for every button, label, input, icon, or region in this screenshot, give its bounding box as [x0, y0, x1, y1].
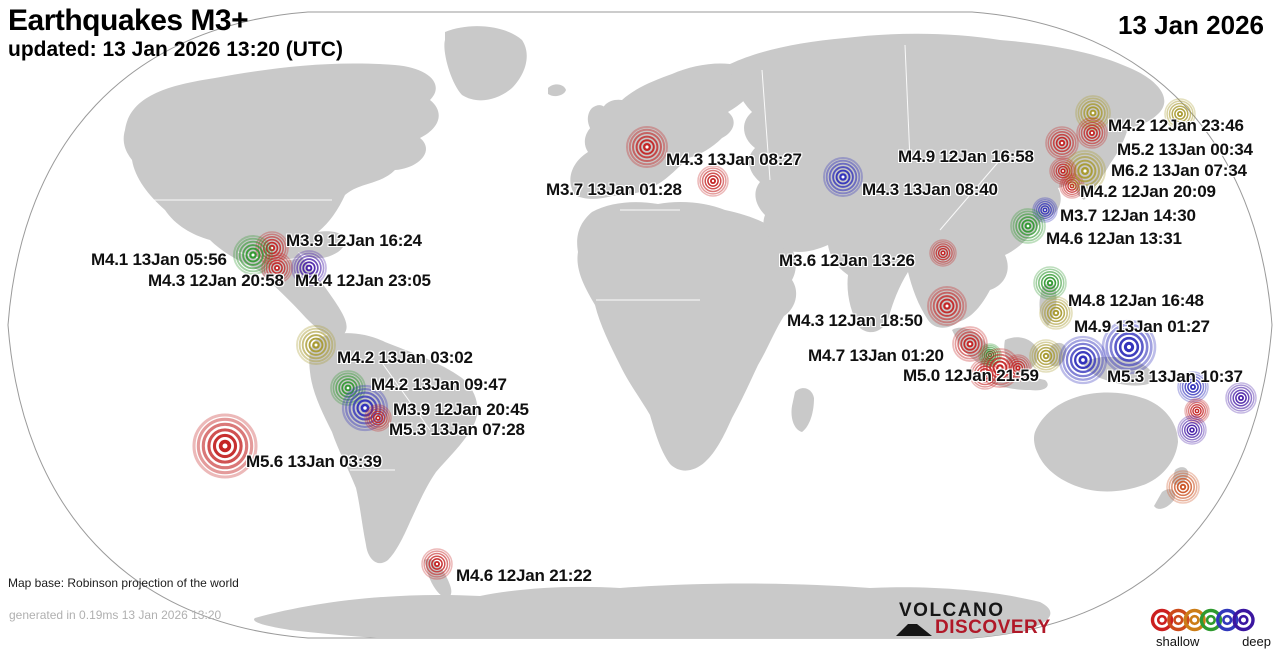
quake-marker[interactable]	[330, 370, 366, 406]
quake-marker[interactable]	[1029, 339, 1063, 373]
quake-marker[interactable]	[1045, 126, 1079, 160]
quake-marker[interactable]	[1101, 319, 1157, 375]
quake-marker[interactable]	[192, 413, 258, 479]
quake-marker[interactable]	[1184, 398, 1210, 424]
quake-marker[interactable]	[1033, 266, 1067, 300]
quake-marker[interactable]	[1010, 208, 1046, 244]
quake-marker[interactable]	[1225, 382, 1257, 414]
quake-marker[interactable]	[1004, 354, 1032, 382]
quake-marker[interactable]	[261, 252, 293, 284]
volcano-discovery-logo[interactable]: VOLCANO DISCOVERY	[895, 601, 1051, 637]
quake-marker[interactable]	[823, 157, 863, 197]
quake-marker[interactable]	[626, 126, 668, 168]
quake-marker[interactable]	[341, 384, 389, 432]
quake-marker[interactable]	[927, 286, 967, 326]
logo-discovery-text: DISCOVERY	[935, 617, 1051, 638]
depth-legend-circles	[1150, 608, 1255, 632]
quake-marker[interactable]	[1039, 296, 1073, 330]
quake-marker[interactable]	[296, 325, 336, 365]
quake-marker[interactable]	[1076, 117, 1108, 149]
quake-marker[interactable]	[364, 404, 392, 432]
map-date: 13 Jan 2026	[1117, 10, 1264, 40]
quake-marker[interactable]	[1058, 335, 1108, 385]
quake-marker[interactable]	[697, 165, 729, 197]
quake-marker[interactable]	[1032, 197, 1058, 223]
map-base-note: Map base: Robinson projection of the wor…	[8, 576, 239, 590]
quake-markers-layer	[192, 95, 1257, 580]
quake-marker[interactable]	[421, 548, 453, 580]
depth-legend: shallow deep	[1150, 604, 1275, 649]
logo-volcano-text: VOLCANO	[899, 600, 1005, 621]
quake-marker[interactable]	[929, 239, 957, 267]
quake-marker[interactable]	[1177, 415, 1207, 445]
quake-marker[interactable]	[1164, 98, 1196, 130]
quake-marker[interactable]	[980, 348, 1020, 388]
quake-marker[interactable]	[1064, 150, 1106, 192]
quake-marker[interactable]	[1177, 371, 1209, 403]
legend-shallow-label: shallow	[1156, 634, 1200, 649]
legend-deep-label: deep	[1242, 634, 1271, 649]
quake-marker[interactable]	[233, 235, 273, 275]
quake-marker[interactable]	[291, 250, 327, 286]
updated-timestamp: updated: 13 Jan 2026 13:20 (UTC)	[8, 38, 343, 61]
quake-marker[interactable]	[1049, 157, 1077, 185]
page-title: Earthquakes M3+	[8, 4, 249, 37]
generated-note: generated in 0.19ms 13 Jan 2026 13:20	[9, 608, 222, 622]
quake-marker[interactable]	[952, 326, 988, 362]
quake-marker[interactable]	[1166, 470, 1200, 504]
volcano-icon	[896, 624, 932, 636]
